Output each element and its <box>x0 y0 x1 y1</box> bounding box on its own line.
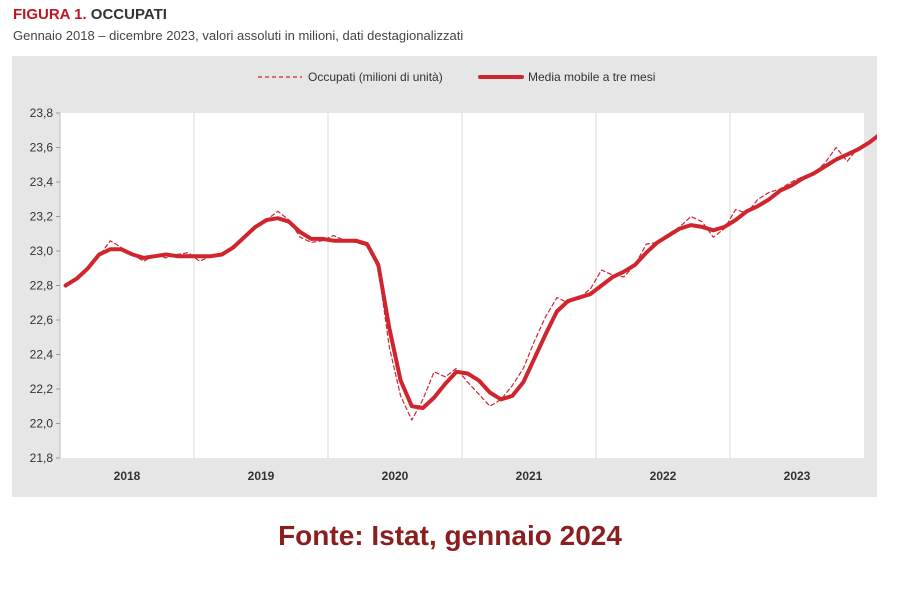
x-tick-label: 2022 <box>650 469 677 483</box>
legend-label-media-mobile: Media mobile a tre mesi <box>528 70 655 84</box>
y-tick-label: 23,6 <box>30 141 54 155</box>
x-tick-label: 2019 <box>248 469 275 483</box>
figure-name: OCCUPATI <box>90 6 167 23</box>
x-tick-label: 2018 <box>114 469 141 483</box>
chart: 21,8 22,0 22,2 22,4 22,6 22,8 23,0 23,2 23,4 23,6… <box>30 70 877 483</box>
y-tick-label: 23,4 <box>30 175 54 189</box>
y-tick-label: 22,8 <box>30 279 54 293</box>
series-line-media-mobile <box>63 134 877 410</box>
series-line-occupati <box>64 146 860 421</box>
y-tick-label: 22,4 <box>30 348 54 362</box>
x-tick-label: 2023 <box>784 469 811 483</box>
chart-panel: 21,8 22,0 22,2 22,4 22,6 22,8 23,0 23,2 23,4 23,6… <box>12 56 877 497</box>
y-tick-label: 22,6 <box>30 313 54 327</box>
figure-subtitle: Gennaio 2018 – dicembre 2023, valori ass… <box>13 28 464 43</box>
y-tick-label: 23,8 <box>30 106 54 120</box>
x-tick-label: 2020 <box>382 469 409 483</box>
y-tick-label: 21,8 <box>30 451 54 465</box>
source-caption: Fonte: Istat, gennaio 2024 <box>278 520 622 551</box>
y-tick-label: 23,0 <box>30 244 54 258</box>
y-tick-label: 23,2 <box>30 210 54 224</box>
figure-title: FIGURA 1. OCCUPATI <box>13 6 167 23</box>
y-tick-label: 22,0 <box>30 417 54 431</box>
legend-label-occupati: Occupati (milioni di unità) <box>308 70 443 84</box>
y-tick-label: 22,2 <box>30 382 54 396</box>
figure-number: FIGURA 1. <box>13 6 87 23</box>
x-tick-label: 2021 <box>516 469 543 483</box>
